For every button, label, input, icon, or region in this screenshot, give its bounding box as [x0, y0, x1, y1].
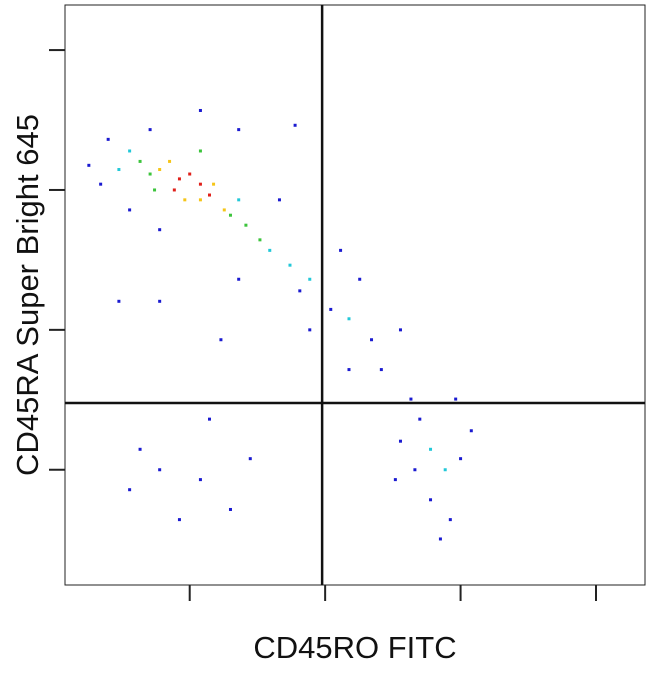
point: [237, 277, 241, 281]
point: [168, 159, 172, 163]
point: [370, 338, 374, 342]
point: [158, 299, 162, 303]
point: [339, 248, 343, 252]
point: [198, 108, 202, 112]
point: [418, 417, 422, 421]
point: [219, 338, 223, 342]
x-axis-label: CD45RO FITC: [253, 630, 456, 665]
point: [237, 128, 241, 132]
point: [158, 228, 162, 232]
point: [329, 307, 333, 311]
point: [177, 518, 181, 522]
point: [413, 468, 417, 472]
point: [358, 277, 362, 281]
point: [172, 188, 176, 192]
point: [288, 263, 292, 267]
point: [277, 198, 281, 202]
point: [448, 518, 452, 522]
point: [198, 198, 202, 202]
point: [228, 213, 232, 217]
point: [454, 397, 458, 401]
point: [138, 447, 142, 451]
point: [228, 507, 232, 511]
point: [117, 299, 121, 303]
point: [99, 182, 103, 186]
point: [198, 149, 202, 153]
point: [293, 123, 297, 127]
point: [177, 177, 181, 181]
point: [347, 317, 351, 321]
point: [393, 478, 397, 482]
point: [117, 168, 121, 172]
point: [443, 468, 447, 472]
point: [244, 223, 248, 227]
plot-frame: [64, 4, 646, 586]
point: [128, 208, 132, 212]
point: [183, 198, 187, 202]
point: [429, 498, 433, 502]
point: [308, 328, 312, 332]
point: [347, 368, 351, 372]
point: [409, 397, 413, 401]
point: [198, 478, 202, 482]
point: [128, 488, 132, 492]
point: [459, 457, 463, 461]
point: [158, 468, 162, 472]
point: [106, 137, 110, 141]
point: [128, 149, 132, 153]
point: [208, 417, 212, 421]
point: [222, 208, 226, 212]
point: [398, 328, 402, 332]
point: [379, 368, 383, 372]
y-axis-label: CD45RA Super Bright 645: [10, 114, 45, 476]
point: [237, 198, 241, 202]
point: [208, 193, 212, 197]
point: [138, 159, 142, 163]
point: [158, 168, 162, 172]
point: [308, 277, 312, 281]
point: [188, 172, 192, 176]
point: [87, 163, 91, 167]
point: [268, 248, 272, 252]
point: [258, 238, 262, 242]
point: [198, 182, 202, 186]
point: [148, 172, 152, 176]
point: [469, 429, 473, 433]
point: [148, 128, 152, 132]
point: [212, 182, 216, 186]
point: [429, 447, 433, 451]
point: [153, 188, 157, 192]
point: [248, 457, 252, 461]
point: [438, 537, 442, 541]
point: [398, 439, 402, 443]
point: [298, 289, 302, 293]
